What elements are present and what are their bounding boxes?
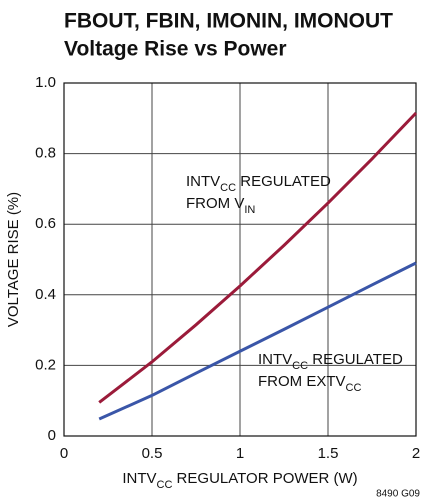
footnote: 8490 G09 bbox=[376, 489, 420, 500]
x-axis-label-part: INTV bbox=[122, 470, 156, 487]
annotation-part: FROM EXTV bbox=[258, 373, 346, 390]
annotation-sub: IN bbox=[244, 204, 255, 216]
x-tick-label: 1.5 bbox=[318, 445, 339, 462]
annotation-sub: CC bbox=[292, 360, 308, 372]
data-line bbox=[98, 261, 417, 421]
chart-title: FBOUT, FBIN, IMONIN, IMONOUT bbox=[64, 10, 393, 33]
annotation: FROM EXTVCC bbox=[258, 373, 361, 394]
annotation: INTVCC REGULATED bbox=[258, 351, 403, 372]
x-tick-label: 0 bbox=[60, 445, 68, 462]
annotation: INTVCC REGULATED bbox=[186, 173, 331, 194]
chart-title: Voltage Rise vs Power bbox=[64, 38, 287, 61]
y-axis-label: VOLTAGE RISE (%) bbox=[5, 192, 22, 327]
x-axis-label-sub: CC bbox=[157, 479, 173, 491]
y-tick-label: 0.2 bbox=[35, 356, 56, 373]
annotation-part: REGULATED bbox=[308, 351, 403, 368]
annotation-part: FROM V bbox=[186, 195, 244, 212]
annotation-sub: CC bbox=[346, 382, 362, 394]
y-tick-label: 0.8 bbox=[35, 145, 56, 162]
annotation-part: INTV bbox=[258, 351, 292, 368]
x-tick-label: 0.5 bbox=[142, 445, 163, 462]
y-tick-label: 0 bbox=[48, 427, 56, 444]
y-tick-label: 1.0 bbox=[35, 74, 56, 91]
annotation-part: INTV bbox=[186, 173, 220, 190]
annotation-sub: CC bbox=[220, 182, 236, 194]
annotation-part: REGULATED bbox=[236, 173, 331, 190]
x-axis-label: INTVCC REGULATOR POWER (W) bbox=[122, 470, 357, 491]
x-axis-label-part: REGULATOR POWER (W) bbox=[172, 470, 357, 487]
data-line bbox=[98, 111, 418, 404]
y-tick-label: 0.4 bbox=[35, 286, 56, 303]
annotation: FROM VIN bbox=[186, 195, 255, 216]
plot-frame bbox=[63, 82, 417, 437]
y-tick-label: 0.6 bbox=[35, 215, 56, 232]
x-tick-label: 1 bbox=[236, 445, 244, 462]
x-tick-label: 2 bbox=[412, 445, 420, 462]
